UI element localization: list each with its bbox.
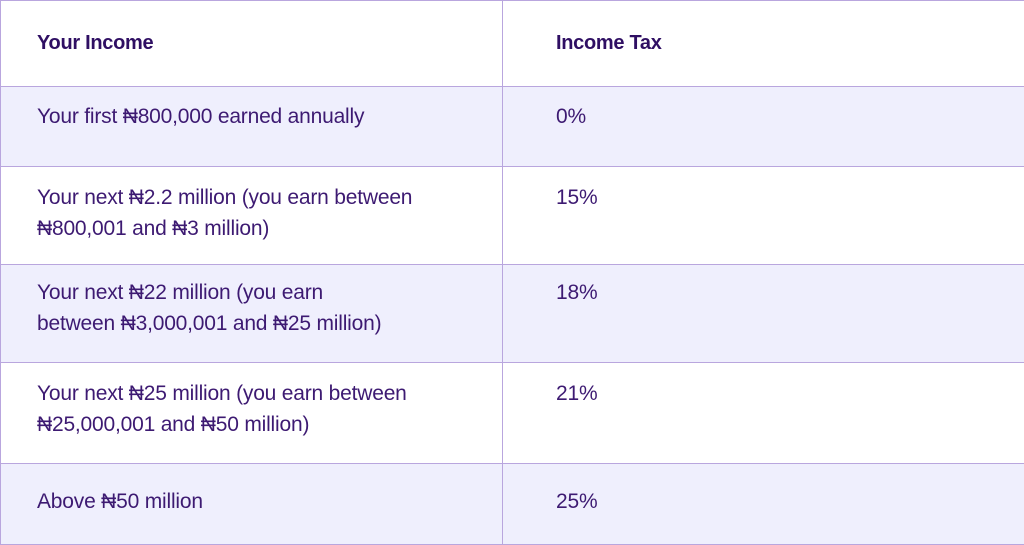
income-text: Above ₦50 million (1, 464, 502, 517)
table-row: Your next ₦2.2 million (you earn between… (1, 167, 1024, 265)
income-text-line-1: Your next ₦25 million (you earn between (37, 378, 482, 409)
income-text-line-2: between ₦3,000,001 and ₦25 million) (37, 308, 482, 339)
table-header-row: Your Income Income Tax (1, 1, 1024, 87)
header-your-income-label: Your Income (1, 32, 502, 55)
tax-rate: 0% (503, 87, 1024, 132)
tax-rate: 18% (503, 265, 1024, 308)
header-income-tax-label: Income Tax (503, 32, 1024, 55)
income-text-line-1: Your next ₦2.2 million (you earn between (37, 182, 482, 213)
tax-cell: 15% (503, 167, 1024, 265)
tax-rate: 25% (503, 464, 1024, 517)
tax-cell: 0% (503, 87, 1024, 167)
tax-cell: 18% (503, 265, 1024, 363)
tax-rate: 15% (503, 167, 1024, 213)
tax-cell: 25% (503, 464, 1024, 545)
tax-rate: 21% (503, 363, 1024, 409)
income-cell: Above ₦50 million (1, 464, 503, 545)
table-row: Your first ₦800,000 earned annually 0% (1, 87, 1024, 167)
income-cell: Your first ₦800,000 earned annually (1, 87, 503, 167)
income-text-line-2: ₦800,001 and ₦3 million) (37, 213, 482, 244)
header-your-income: Your Income (1, 1, 503, 87)
table-row: Your next ₦25 million (you earn between₦… (1, 363, 1024, 464)
income-cell: Your next ₦25 million (you earn between₦… (1, 363, 503, 464)
income-text-line-2: ₦25,000,001 and ₦50 million) (37, 409, 482, 440)
header-income-tax: Income Tax (503, 1, 1024, 87)
income-text: Your first ₦800,000 earned annually (1, 87, 502, 132)
tax-cell: 21% (503, 363, 1024, 464)
income-cell: Your next ₦2.2 million (you earn between… (1, 167, 503, 265)
table-row: Above ₦50 million 25% (1, 464, 1024, 545)
income-text-line-1: Your next ₦22 million (you earn (37, 277, 482, 308)
